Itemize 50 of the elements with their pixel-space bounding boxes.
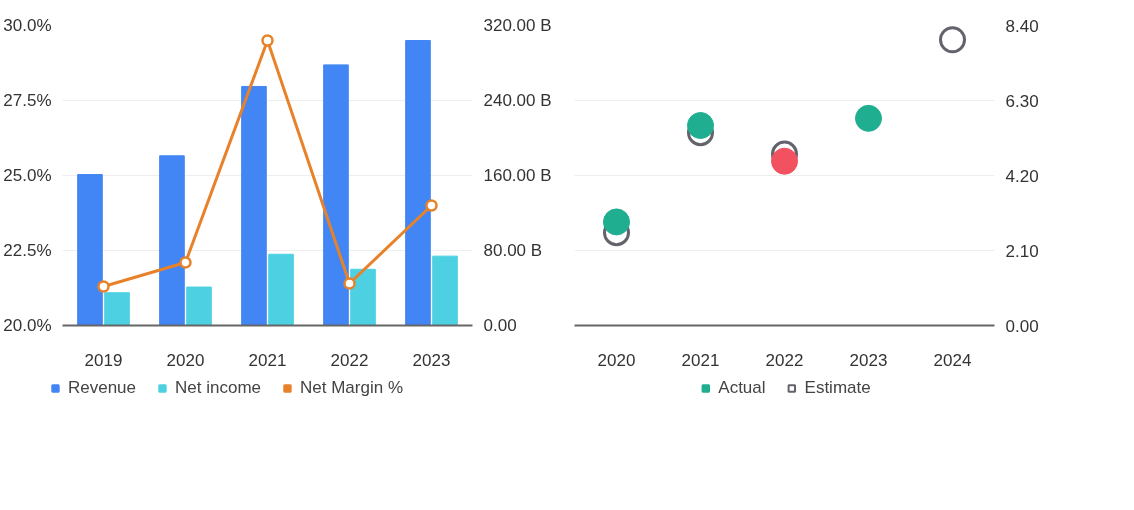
x-tick-label: 2021	[248, 350, 287, 370]
point	[97, 280, 110, 293]
point	[179, 256, 192, 269]
point	[855, 104, 882, 132]
y2-tick-label: 80.00 B	[483, 241, 543, 260]
bar	[268, 253, 294, 326]
legend-label: Actual	[718, 378, 766, 398]
point	[603, 208, 630, 236]
y-tick-label: 30.0%	[3, 16, 52, 35]
y-tick-label: 22.5%	[3, 241, 52, 260]
y-tick-label: 0.00	[1005, 316, 1039, 336]
bar	[350, 268, 376, 326]
point	[939, 26, 966, 54]
point	[425, 199, 438, 212]
x-tick-label: 2021	[681, 350, 720, 370]
x-tick-label: 2019	[84, 350, 123, 370]
bar	[159, 155, 185, 326]
legend-label: Net Margin %	[300, 378, 403, 398]
legend-label: Revenue	[67, 378, 137, 398]
y-tick-label: 27.5%	[3, 91, 52, 110]
y-tick-label: 8.40	[1005, 16, 1039, 36]
x-tick-label: 2020	[166, 350, 205, 370]
bar	[405, 40, 431, 326]
point	[261, 34, 274, 47]
point	[771, 147, 798, 175]
y2-tick-label: 0.00	[483, 316, 517, 335]
y2-tick-label: 320.00 B	[483, 16, 552, 35]
y-tick-label: 25.0%	[3, 166, 52, 185]
bar	[323, 64, 349, 326]
legend-label: Net income	[175, 378, 262, 398]
bar	[432, 255, 458, 326]
bar	[77, 174, 103, 326]
x-tick-label: 2022	[330, 350, 369, 370]
y2-tick-label: 240.00 B	[483, 91, 552, 110]
point	[687, 112, 714, 139]
x-tick-label: 2022	[765, 350, 804, 370]
x-tick-label: 2024	[933, 350, 972, 370]
y-tick-label: 20.0%	[3, 316, 52, 335]
y-tick-label: 6.30	[1005, 91, 1039, 111]
point	[343, 277, 356, 290]
y-tick-label: 2.10	[1005, 241, 1039, 261]
x-tick-label: 2023	[412, 350, 451, 370]
x-tick-label: 2020	[597, 350, 636, 370]
bar	[104, 292, 130, 326]
y-tick-label: 4.20	[1005, 166, 1039, 186]
y2-tick-label: 160.00 B	[483, 166, 552, 185]
legend-label: Estimate	[804, 378, 871, 398]
x-tick-label: 2023	[849, 350, 888, 370]
bar	[186, 286, 212, 326]
bar	[241, 85, 267, 326]
